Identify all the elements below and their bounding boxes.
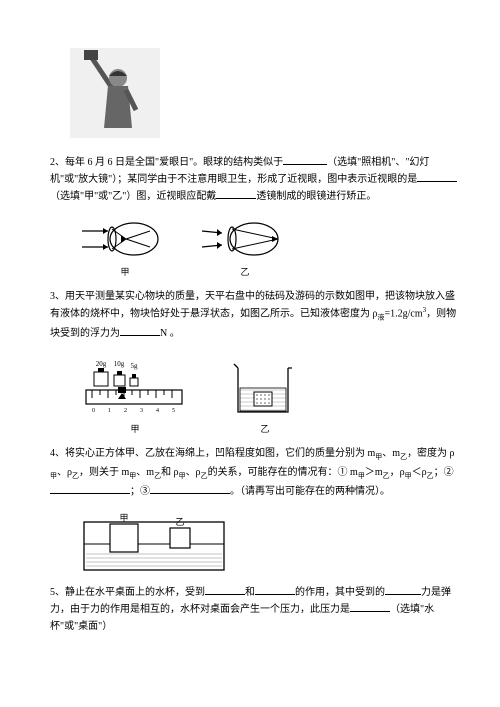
fig-eyes: 甲 乙 [80,217,460,280]
q4-c: ，密度为 ρ [407,448,455,459]
eye-yi-label: 乙 [200,265,290,280]
q4-h: ＞m [365,467,383,478]
q4-d: 、ρ [57,467,72,478]
q5-blank-1 [205,584,245,595]
q5-b: 和 [245,587,255,598]
beaker-yi: 乙 [230,362,300,437]
question-2: 2、每年 6 月 6 日是全国"爱眼日"。眼球的结构类似于（选填"照相机"、"幻… [50,154,460,205]
eye-yi: 乙 [200,217,290,280]
q2-blank-3 [216,188,256,199]
question-3: 3、用天平测量某实心物块的质量，天平右盘中的砝码及游码的示数如图甲，把该物块放入… [50,288,460,341]
fig-person [70,48,460,138]
q5-c: 的作用，其中受到的 [295,587,385,598]
balance-jia: 20g 10g 5g 0 1 [80,354,190,437]
q3-eq: =1.2g/cm [385,309,423,320]
q4-m: 。（请再写出可能存在的两种情况）。 [230,486,390,497]
svg-text:3: 3 [140,408,143,414]
cube-yi-label: 乙 [175,517,184,527]
q4-b: 、m [382,448,400,459]
q2-blank-1 [283,154,327,165]
q4-f: 和 ρ [161,467,179,478]
svg-text:1: 1 [108,408,111,414]
w10: 10g [114,360,125,368]
q2-blank-2 [417,171,457,182]
svg-text:4: 4 [156,408,159,414]
q5-blank-3 [385,584,421,595]
q4-sb: 乙 [400,453,407,461]
q2-text-a: 2、每年 6 月 6 日是全国"爱眼日"。眼球的结构类似于 [50,157,283,168]
q5-blank-2 [255,584,295,595]
q4-g: 的关系，可能存在的情况有：① m [208,467,358,478]
q5-a: 5、静止在水平桌面上的水杯，受到 [50,587,205,598]
q4-blank-2 [150,483,230,494]
balance-label: 甲 [80,422,190,437]
q4-a: 4、将实心正方体甲、乙放在海绵上，凹陷程度如图，它们的质量分别为 m [50,448,375,459]
q2-text-d: 透镜制成的眼镜进行矫正。 [256,191,376,202]
beaker-label: 乙 [230,422,300,437]
q4-k: ；② [434,467,454,478]
svg-text:0: 0 [92,408,95,414]
fig-balance-beaker: 20g 10g 5g 0 1 [80,354,460,437]
fig-sponge: 甲 乙 [80,512,460,576]
q4-i: ，ρ [390,467,405,478]
cube-jia-label: 甲 [119,513,128,523]
eye-jia-label: 甲 [80,265,170,280]
q3-text-c: N 。 [160,328,180,339]
q5-blank-4 [350,601,390,612]
w5: 5g [131,362,139,370]
q3-sub-liq: 液 [378,314,385,322]
q4-l: ；③ [130,486,150,497]
svg-text:5: 5 [172,408,175,414]
svg-text:2: 2 [124,408,127,414]
q2-text-c: （选填"甲"或"乙"）图，近视眼应配戴 [50,191,216,202]
eye-jia: 甲 [80,217,170,280]
q4-j: ＜ρ [412,467,427,478]
q3-blank [120,325,160,336]
w20: 20g [96,360,107,368]
question-5: 5、静止在水平桌面上的水杯，受到和的作用，其中受到的力是弹力，由于力的作用是相互… [50,584,460,635]
q4-e: ，则关于 m [79,467,129,478]
question-4: 4、将实心正方体甲、乙放在海绵上，凹陷程度如图，它们的质量分别为 m甲、m乙，密… [50,445,460,500]
q4-blank-1 [50,483,130,494]
